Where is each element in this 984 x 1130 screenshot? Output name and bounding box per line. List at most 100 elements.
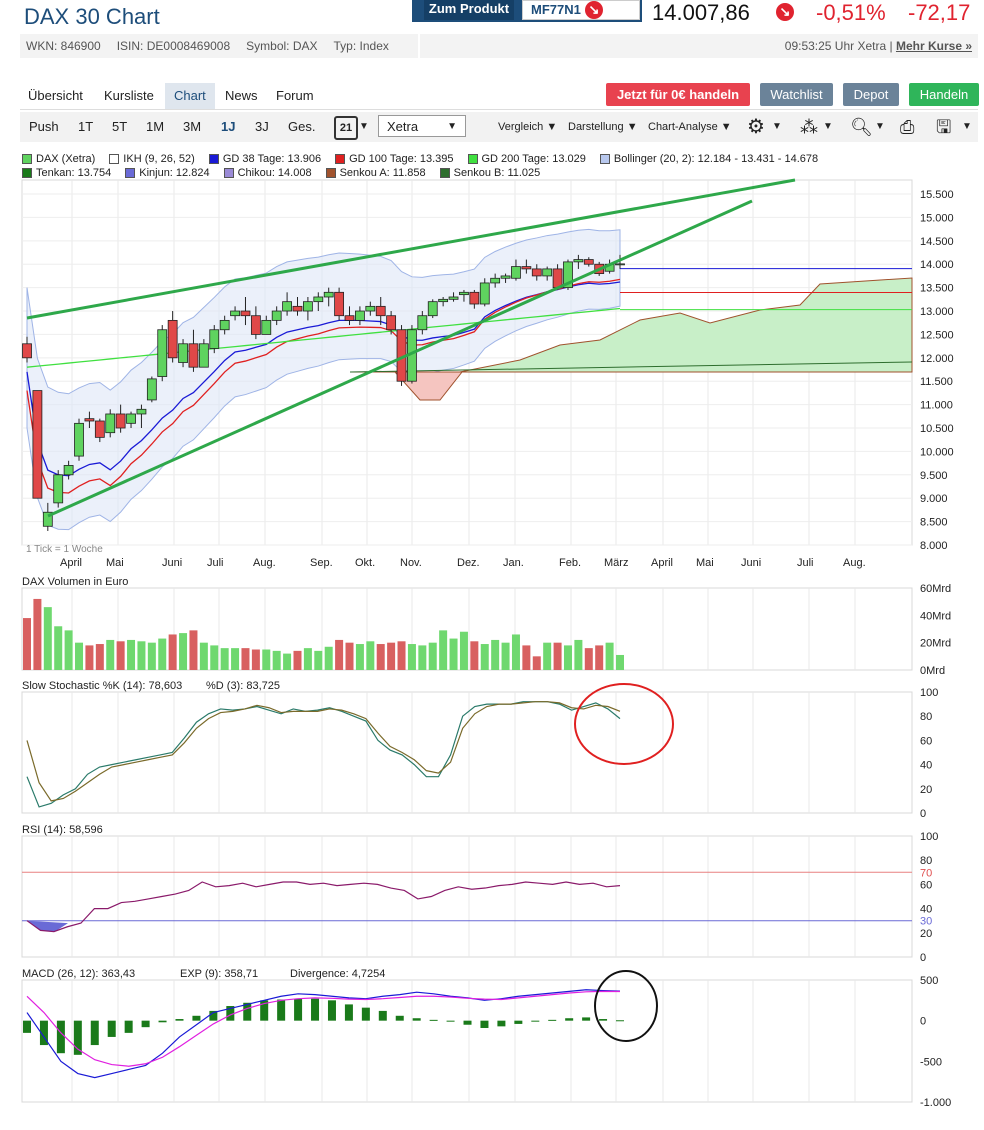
watchlist-button[interactable]: Watchlist <box>760 83 833 106</box>
axis-tick-label: 20 <box>920 928 932 940</box>
tab-forum[interactable]: Forum <box>276 88 314 103</box>
product-code[interactable]: MF77N1 <box>522 0 640 20</box>
candle <box>188 343 199 368</box>
print-icon[interactable]: ⎙ <box>900 117 915 137</box>
trade-free-button[interactable]: Jetzt für 0€ handeln <box>606 83 750 106</box>
chart-analysis-menu[interactable]: Chart-Analyse ▼ <box>648 121 732 133</box>
calendar-dropdown-icon[interactable]: ▼ <box>359 121 369 132</box>
panel-label: MACD (26, 12): 363,43 <box>22 968 135 980</box>
legend-item[interactable]: Senkou B: 11.025 <box>439 167 541 179</box>
legend-item[interactable]: IKH (9, 26, 52) <box>109 153 195 165</box>
tab-overview[interactable]: Übersicht <box>28 88 83 103</box>
compare-menu[interactable]: Vergleich ▼ <box>498 121 558 133</box>
macd-divergence-bar <box>514 1020 523 1024</box>
legend-item[interactable]: Senkou A: 11.858 <box>325 167 426 179</box>
trendline-lower <box>47 199 753 518</box>
last-price: 14.007,86 <box>652 0 750 25</box>
product-button[interactable]: Zum Produkt <box>424 0 514 20</box>
candle <box>448 296 459 300</box>
legend-item[interactable]: GD 38 Tage: 13.906 <box>208 153 321 165</box>
indicators-icon[interactable]: ⁂ <box>800 117 818 137</box>
legend-item[interactable]: GD 200 Tage: 13.029 <box>467 153 586 165</box>
candle <box>563 261 573 289</box>
macd-divergence-bar <box>327 1000 336 1021</box>
axis-tick-label: 0 <box>920 808 926 820</box>
axis-tick-label: 80 <box>920 855 932 867</box>
volume-bar <box>147 642 156 670</box>
range-push[interactable]: Push <box>29 119 59 134</box>
zoom-icon[interactable]: 🔍︎ <box>850 117 873 137</box>
display-menu[interactable]: Darstellung ▼ <box>568 121 638 133</box>
indicators-dropdown-icon[interactable]: ▼ <box>823 121 833 132</box>
month-label: Aug. <box>253 557 276 569</box>
candle <box>198 343 209 368</box>
candle <box>355 310 365 321</box>
axis-tick-label: -1.000 <box>920 1097 951 1109</box>
legend-item[interactable]: DAX (Xetra) <box>22 153 95 165</box>
axis-tick-label: 0Mrd <box>920 665 945 677</box>
candle <box>334 291 345 317</box>
axis-tick-label: 10.000 <box>920 446 954 458</box>
range-ges[interactable]: Ges. <box>288 119 316 134</box>
tab-news[interactable]: News <box>225 88 258 103</box>
stochastic-d-line <box>26 701 621 802</box>
volume-bar <box>605 642 614 670</box>
month-label: Okt. <box>355 557 375 569</box>
legend-item[interactable]: Tenkan: 13.754 <box>22 167 111 179</box>
axis-tick-label: 60 <box>920 879 932 891</box>
more-prices-link[interactable]: Mehr Kurse » <box>895 39 972 53</box>
volume-bar <box>459 631 468 670</box>
candle <box>126 413 136 424</box>
settings-gear-icon[interactable]: ⚙ <box>747 116 765 138</box>
chart-panel <box>21 835 913 958</box>
volume-bar <box>158 638 167 670</box>
range-1j[interactable]: 1J <box>221 119 236 134</box>
axis-tick-label: 12.500 <box>920 329 954 341</box>
volume-bar <box>345 642 354 670</box>
range-3j[interactable]: 3J <box>255 119 269 134</box>
volume-bar <box>231 648 240 670</box>
volume-bar <box>75 642 84 670</box>
legend-item[interactable]: GD 100 Tage: 13.395 <box>335 153 454 165</box>
tab-chart[interactable]: Chart <box>165 83 215 109</box>
candle <box>521 266 532 270</box>
axis-tick-label: -500 <box>920 1056 942 1068</box>
settings-dropdown-icon[interactable]: ▼ <box>772 121 782 132</box>
macd-line <box>26 989 621 1079</box>
macd-divergence-bar <box>243 1002 252 1021</box>
legend-label: Senkou B: 11.025 <box>453 167 541 179</box>
depot-button[interactable]: Depot <box>843 83 899 106</box>
save-dropdown-icon[interactable]: ▼ <box>962 121 972 132</box>
legend-item[interactable]: Kinjun: 12.824 <box>125 167 210 179</box>
zoom-dropdown-icon[interactable]: ▼ <box>875 121 885 132</box>
range-5t[interactable]: 5T <box>112 119 128 134</box>
macd-divergence-bar <box>497 1020 506 1027</box>
volume-bar <box>324 646 333 670</box>
candle <box>500 275 511 279</box>
legend-item[interactable]: Chikou: 14.008 <box>223 167 312 179</box>
candle <box>469 291 480 305</box>
chart-panel <box>21 691 913 814</box>
candle <box>427 301 438 317</box>
volume-bar <box>584 648 593 670</box>
range-1m[interactable]: 1M <box>146 119 165 134</box>
handeln-button[interactable]: Handeln <box>909 83 979 106</box>
candle <box>63 465 74 476</box>
legend-item[interactable]: Bollinger (20, 2): 12.184 - 13.431 - 14.… <box>599 153 818 165</box>
panel-label: %D (3): 83,725 <box>206 680 280 692</box>
range-1t[interactable]: 1T <box>78 119 94 134</box>
candle <box>42 511 53 527</box>
exchange-select[interactable]: Xetra ▼ <box>378 115 466 137</box>
save-icon[interactable]: 🖫 <box>936 117 952 137</box>
month-label: Jan. <box>503 557 524 569</box>
legend-swatch <box>22 168 32 179</box>
symbol: Symbol: DAX <box>246 39 318 53</box>
candle <box>344 315 355 321</box>
calendar-icon[interactable]: 21 <box>334 116 358 140</box>
candle <box>323 291 334 298</box>
volume-bar <box>522 645 531 670</box>
compare-label: Vergleich <box>498 121 544 133</box>
range-3m[interactable]: 3M <box>183 119 202 134</box>
tab-price-list[interactable]: Kursliste <box>104 88 154 103</box>
